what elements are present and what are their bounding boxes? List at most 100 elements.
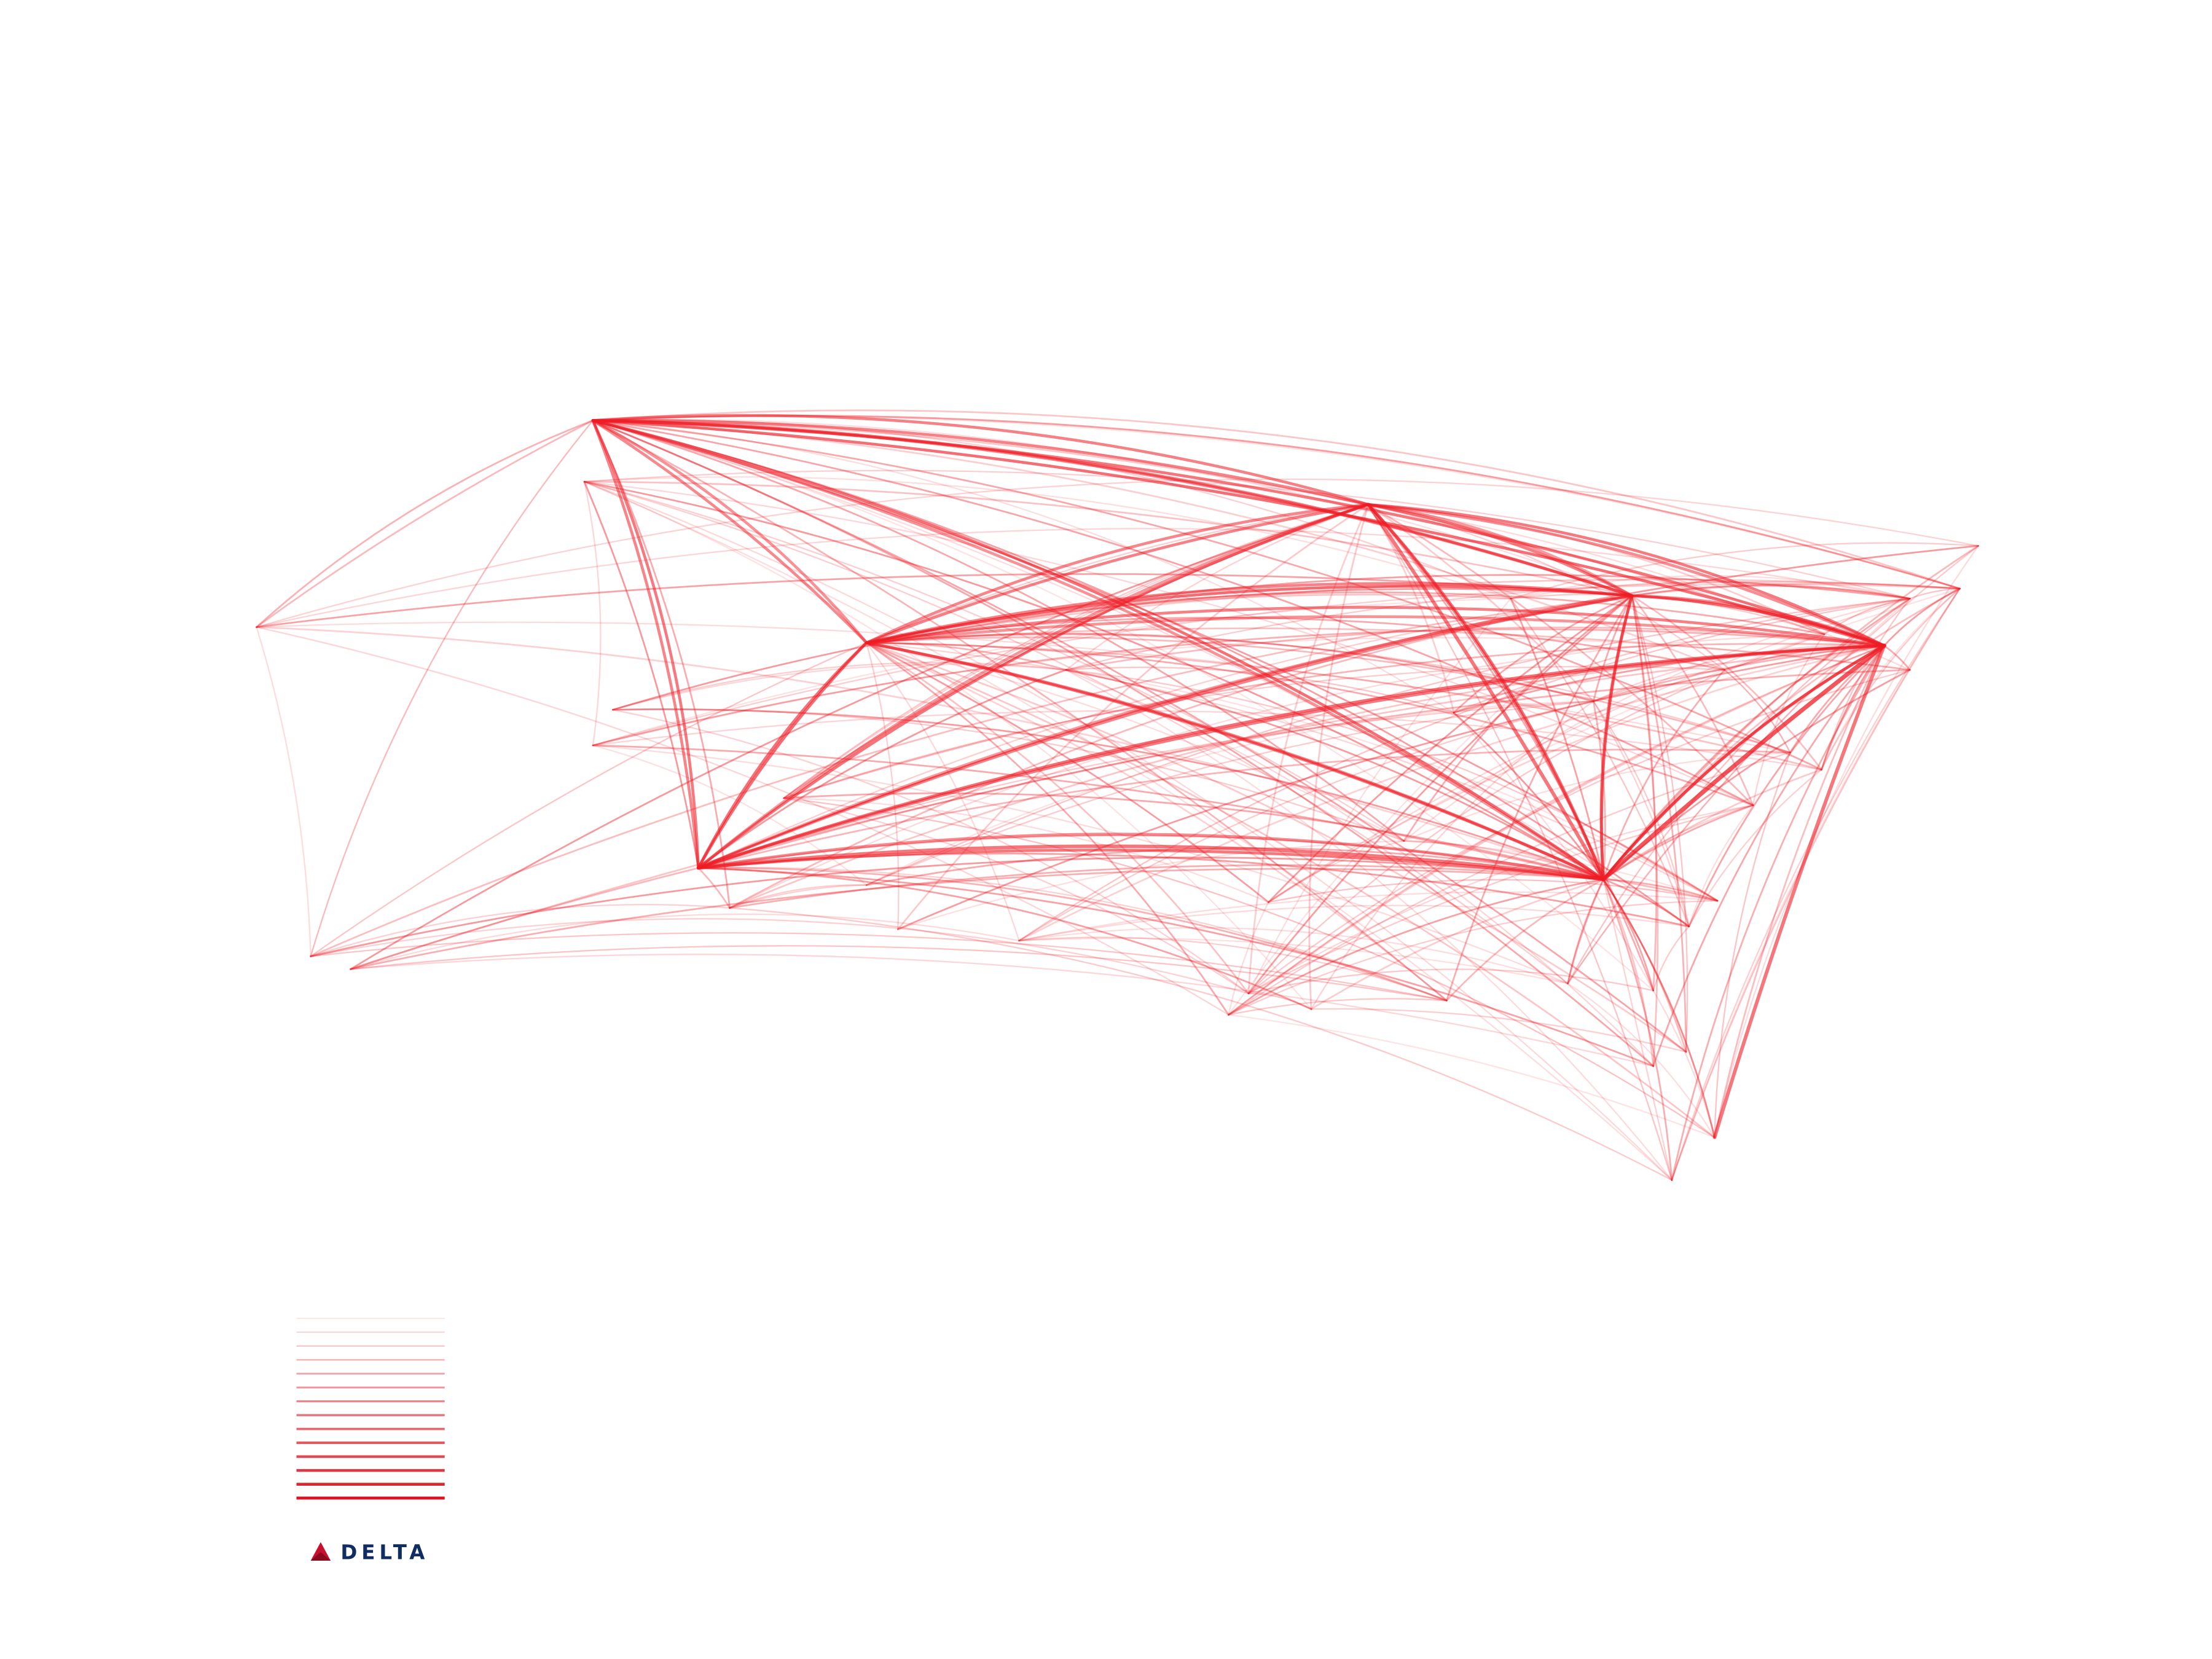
route: [865, 503, 1370, 645]
route: [1018, 937, 1569, 984]
route: [729, 884, 868, 909]
route: [783, 503, 1369, 799]
route: [592, 628, 1885, 747]
route: [592, 419, 1754, 806]
route: [1247, 503, 1370, 995]
route: [1631, 595, 1822, 771]
route: [310, 918, 1250, 994]
route: [729, 633, 1826, 909]
route: [1018, 891, 1719, 942]
route: [697, 595, 1633, 869]
route: [865, 594, 1512, 644]
route: [612, 662, 1067, 711]
route: [1453, 712, 1604, 880]
route: [583, 480, 1405, 842]
route: [1592, 595, 1633, 702]
route: [896, 645, 1885, 930]
routes: [256, 409, 1979, 1182]
route: [592, 409, 1961, 590]
route: [1883, 587, 1961, 647]
route: [583, 476, 1512, 600]
route: [865, 641, 1067, 671]
route: [1671, 645, 1885, 1182]
route: [783, 665, 1725, 799]
route: [350, 503, 1370, 970]
route: [591, 418, 868, 645]
route: [1724, 669, 1791, 753]
route: [1821, 645, 1885, 771]
route: [1688, 645, 1885, 928]
route: [591, 418, 1886, 648]
route: [350, 954, 1654, 1067]
route: [592, 415, 1961, 590]
route: [697, 748, 1791, 869]
route: [865, 641, 1250, 995]
route: [729, 884, 868, 909]
route: [1268, 840, 1405, 903]
route: [783, 503, 1369, 799]
route: [1403, 840, 1604, 880]
route: [866, 503, 1369, 644]
route: [583, 480, 1604, 880]
route: [256, 626, 312, 957]
route: [865, 584, 1634, 645]
route: [1018, 927, 1569, 984]
route: [592, 419, 1822, 771]
route: [729, 864, 1604, 909]
route: [866, 700, 1594, 886]
route: [1510, 542, 1979, 600]
route: [1018, 904, 1690, 942]
route: [1065, 669, 1604, 880]
route: [591, 418, 868, 645]
route: [592, 419, 1826, 635]
route: [1652, 989, 1716, 1139]
route: [1453, 712, 1654, 992]
route: [583, 480, 602, 747]
route: [697, 641, 868, 869]
route: [1247, 669, 1911, 994]
route: [592, 419, 1448, 1002]
route: [697, 867, 731, 909]
route: [1367, 503, 1725, 671]
route: [1310, 1008, 1687, 1053]
route: [1445, 878, 1604, 1002]
route: [1445, 595, 1633, 1002]
route: [1821, 598, 1911, 771]
route: [1228, 901, 1269, 1016]
logo: DELTA: [310, 1540, 425, 1564]
route: [1228, 645, 1885, 1016]
route: [783, 797, 1269, 903]
route: [256, 419, 594, 629]
route: [1453, 595, 1633, 714]
legend: [296, 1317, 445, 1500]
route: [1631, 582, 1961, 597]
route: [697, 594, 1634, 869]
route: [865, 582, 1634, 645]
route: [592, 419, 731, 909]
route: [1065, 669, 1719, 902]
route: [1268, 645, 1885, 903]
route: [697, 849, 1605, 881]
route: [583, 480, 1673, 1181]
route: [1602, 669, 1726, 880]
route: [1631, 595, 1688, 1053]
route: [697, 503, 1370, 869]
route: [783, 797, 1250, 994]
route: [1453, 598, 1911, 713]
route: [612, 708, 1604, 880]
route: [256, 419, 594, 629]
route: [1268, 879, 1719, 903]
route: [1631, 595, 1658, 992]
route: [350, 867, 699, 970]
route: [1602, 878, 1687, 1053]
route: [592, 744, 1604, 880]
route: [1602, 878, 1655, 1067]
route: [592, 637, 1911, 747]
route: [1821, 587, 1961, 771]
route: [1366, 503, 1606, 882]
route: [1065, 503, 1369, 671]
route: [783, 797, 1716, 1139]
route: [1510, 598, 1690, 927]
route: [697, 833, 1605, 881]
